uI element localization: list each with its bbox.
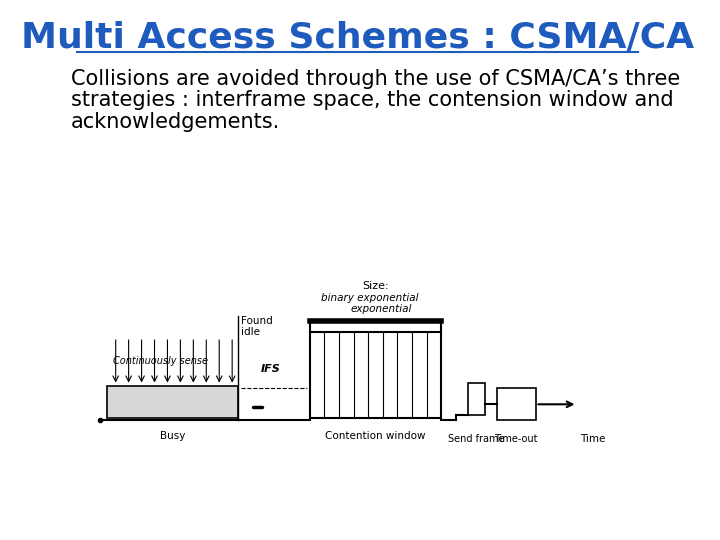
Bar (310, 321, 441, 418)
Text: Busy: Busy (160, 431, 185, 441)
Text: Time: Time (580, 434, 606, 444)
Text: Contention window: Contention window (325, 431, 426, 441)
Text: strategies : interframe space, the contension window and: strategies : interframe space, the conte… (71, 90, 673, 110)
Text: Send frame: Send frame (448, 434, 505, 444)
Text: exponential: exponential (351, 304, 412, 314)
Text: Collisions are avoided through the use of CSMA/CA’s three: Collisions are avoided through the use o… (71, 69, 680, 89)
Bar (497, 388, 536, 421)
Text: acknowledgements.: acknowledgements. (71, 112, 280, 132)
Bar (468, 383, 485, 415)
Text: Time-out: Time-out (495, 434, 538, 444)
Text: binary exponential: binary exponential (321, 293, 418, 303)
Text: Found
idle: Found idle (241, 315, 273, 337)
Text: IFS: IFS (261, 364, 281, 374)
Bar (107, 386, 238, 418)
Text: Continuously sense: Continuously sense (113, 356, 208, 366)
Text: Size:: Size: (362, 281, 389, 291)
Text: Multi Access Schemes : CSMA/CA: Multi Access Schemes : CSMA/CA (21, 20, 694, 54)
